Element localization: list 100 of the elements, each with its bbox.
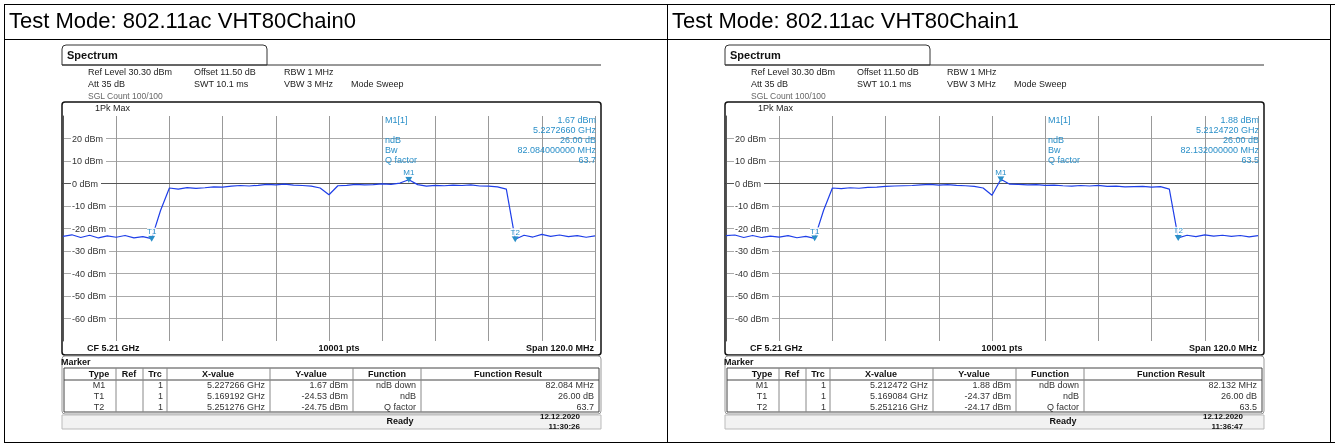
text: 10001 pts [981, 343, 1023, 353]
chart-title: Test Mode: 802.11ac VHT80Chain1 [668, 5, 1330, 40]
annotation: 63.5 [1241, 155, 1259, 165]
text: 5.251276 GHz [206, 402, 266, 412]
text: 1Pk Max [758, 103, 794, 113]
y-tick-label: 20 dBm [735, 133, 767, 144]
text: Y-value [958, 369, 990, 379]
text: SWT 10.1 ms [194, 79, 249, 89]
text: Function Result [474, 369, 542, 379]
annotation: Bw [385, 145, 398, 155]
annotation: 82.132000000 MHz [1180, 145, 1260, 155]
text: X-value [864, 369, 898, 379]
text: Type [88, 369, 110, 379]
text: Span 120.0 MHz [525, 343, 595, 353]
annotation: 1.67 dBm [557, 115, 596, 125]
text: SWT 10.1 ms [857, 79, 912, 89]
text: SGL Count 100/100 [751, 91, 827, 101]
y-tick-label: -60 dBm [735, 313, 770, 324]
text: Function [368, 369, 406, 379]
annotation: T1 [809, 226, 820, 236]
text: Spectrum [67, 49, 118, 61]
text: M1 [755, 380, 769, 390]
text: 1Pk Max [95, 103, 131, 113]
y-tick-label: -20 dBm [72, 223, 107, 234]
text: 1.67 dBm [309, 380, 348, 390]
text: -24.75 dBm [301, 402, 348, 412]
text: Spectrum [730, 49, 781, 61]
text: RBW 1 MHz [284, 67, 334, 77]
text: SGL Count 100/100 [88, 91, 164, 101]
text: T2 [93, 402, 105, 412]
text: Ref Level 30.30 dBm [88, 67, 173, 77]
annotation: T2 [1173, 226, 1184, 236]
text: Function [1031, 369, 1069, 379]
text: CF 5.21 GHz [87, 343, 141, 353]
text: 1 [820, 380, 826, 390]
text: 11:36:47 [1211, 421, 1244, 431]
text: 63.5 [1239, 402, 1257, 412]
text: Offset 11.50 dB [194, 67, 256, 77]
text: 5.251216 GHz [869, 402, 929, 412]
text: VBW 3 MHz [284, 79, 334, 89]
text: Att 35 dB [751, 79, 789, 89]
chart-title: Test Mode: 802.11ac VHT80Chain0 [5, 5, 667, 40]
y-tick-label: -50 dBm [735, 291, 770, 301]
annotation: 1.88 dBm [1220, 115, 1259, 125]
y-tick-label: 10 dBm [72, 156, 104, 166]
text: T1 [756, 391, 768, 401]
y-tick-label: -50 dBm [72, 291, 107, 301]
text: Ref Level 30.30 dBm [751, 67, 836, 77]
text: 26.00 dB [557, 391, 594, 401]
annotation: Q factor [385, 155, 418, 165]
text: X-value [201, 369, 235, 379]
text: 1 [820, 391, 826, 401]
text: Ready [386, 416, 414, 426]
y-tick-label: -30 dBm [72, 246, 107, 256]
text: 5.227266 GHz [206, 380, 266, 390]
text: CF 5.21 GHz [750, 343, 804, 353]
text: Ref [784, 369, 801, 379]
text: Span 120.0 MHz [1188, 343, 1258, 353]
text: -24.53 dBm [301, 391, 348, 401]
annotation: ndB [1048, 135, 1065, 145]
text: T2 [756, 402, 768, 412]
text: 1 [157, 380, 163, 390]
text: Y-value [295, 369, 327, 379]
annotation: Q factor [1048, 155, 1081, 165]
annotation: T1 [146, 227, 157, 237]
text: Ready [1049, 416, 1077, 426]
text: Ref [121, 369, 138, 379]
y-tick-label: -10 dBm [72, 201, 107, 211]
text: 82.132 MHz [1208, 380, 1258, 390]
annotation: 63.7 [578, 155, 596, 165]
text: 12.12.2020 [1202, 411, 1244, 421]
text: 5.169084 GHz [869, 391, 929, 401]
text: 12.12.2020 [539, 411, 581, 421]
text: Offset 11.50 dB [857, 67, 919, 77]
annotation: 26.00 dB [1222, 135, 1259, 145]
y-tick-label: -40 dBm [72, 268, 107, 279]
text: Marker [724, 357, 755, 367]
text: Mode Sweep [1014, 79, 1067, 89]
text: T1 [93, 391, 105, 401]
text: Trc [811, 369, 825, 379]
y-tick-label: 0 dBm [72, 178, 99, 189]
text: 1 [820, 402, 826, 412]
text: M1 [92, 380, 106, 390]
text: 10001 pts [318, 343, 360, 353]
text: Mode Sweep [351, 79, 404, 89]
y-tick-label: 0 dBm [735, 178, 762, 189]
text: 1 [157, 391, 163, 401]
text: 82.084 MHz [545, 380, 595, 390]
annotation: 5.2272660 GHz [532, 125, 597, 135]
text: 63.7 [576, 402, 594, 412]
text: 1 [157, 402, 163, 412]
annotation: 26.00 dB [559, 135, 596, 145]
text: Q factor [383, 402, 416, 412]
annotation: M1 [403, 168, 415, 178]
text: 5.212472 GHz [869, 380, 929, 390]
text: 5.169192 GHz [206, 391, 266, 401]
text: Function Result [1137, 369, 1205, 379]
text: Q factor [1046, 402, 1079, 412]
text: 1.88 dBm [972, 380, 1011, 390]
y-tick-label: 10 dBm [735, 156, 767, 166]
